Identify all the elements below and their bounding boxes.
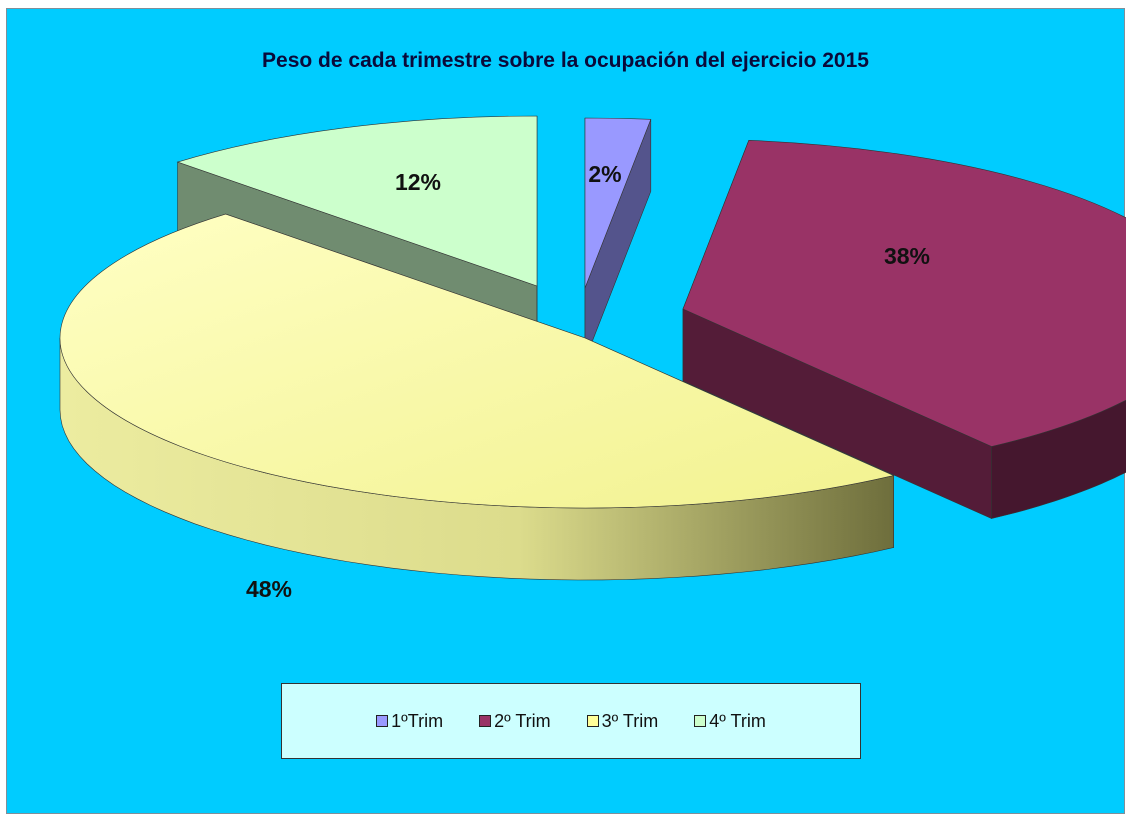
legend-label: 3º Trim: [601, 710, 659, 731]
pie-slice-1: [584, 117, 652, 361]
slice-top: [176, 115, 538, 287]
legend-entry-4: 4º Trim: [694, 711, 766, 732]
chart-area: Peso de cada trimestre sobre la ocupació…: [6, 8, 1126, 814]
legend-entry-1: 1ºTrim: [376, 711, 443, 732]
data-label-1: 2%: [588, 161, 621, 187]
slice-top: [59, 213, 895, 509]
legend-swatch: [586, 715, 599, 727]
legend-label: 2º Trim: [494, 710, 551, 731]
slice-top: [682, 140, 1126, 447]
legend-entry-3: 3º Trim: [586, 710, 659, 732]
data-label-2: 38%: [884, 243, 930, 269]
pie-slice-3: [59, 213, 895, 581]
data-label-3: 48%: [246, 576, 292, 602]
pie-slice-2: [682, 140, 1126, 519]
slice-top: [584, 117, 652, 289]
slice-side: [991, 399, 1126, 519]
legend-swatch: [479, 715, 492, 727]
chart-title: Peso de cada trimestre sobre la ocupació…: [262, 49, 869, 72]
legend-entry-2: 2º Trim: [479, 711, 551, 732]
legend: 1ºTrim 2º Trim 3º Trim 4º Trim: [281, 683, 861, 759]
legend-swatch: [694, 715, 707, 727]
legend-label: 4º Trim: [709, 710, 766, 731]
pie-chart: 2% 38% 48% 12%: [59, 115, 1126, 602]
data-label-4: 12%: [395, 169, 441, 195]
legend-swatch: [376, 715, 389, 727]
legend-label: 1ºTrim: [391, 710, 444, 731]
